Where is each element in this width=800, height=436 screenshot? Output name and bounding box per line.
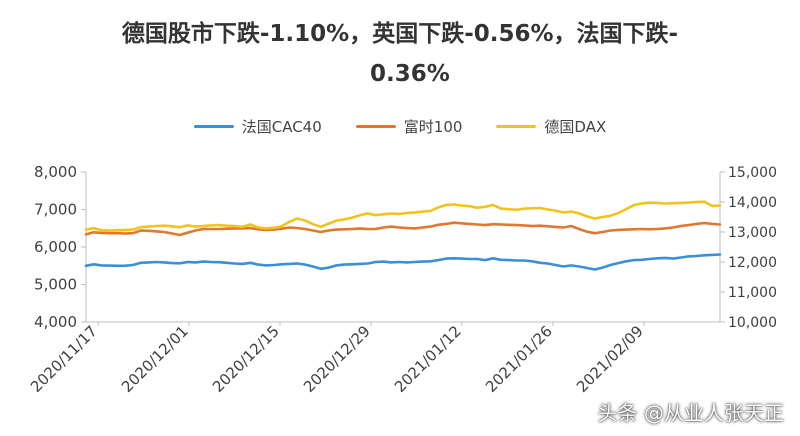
legend-item-dax: 德国DAX bbox=[496, 116, 606, 137]
series-line-2 bbox=[84, 200, 722, 232]
legend-swatch-dax bbox=[496, 125, 537, 128]
title-line-1: 德国股市下跌-1.10%，英国下跌-0.56%，法国下跌- bbox=[121, 21, 679, 47]
legend-label-ftse100: 富时100 bbox=[403, 118, 463, 136]
y-left-tick-label: 8,000 bbox=[34, 163, 77, 181]
watermark: 头条 @从业人张天正 bbox=[597, 401, 784, 425]
series-line-0 bbox=[84, 253, 722, 271]
legend-label-dax: 德国DAX bbox=[544, 118, 607, 136]
chart-legend: 法国CAC40 富时100 德国DAX bbox=[0, 116, 800, 137]
legend-item-ftse100: 富时100 bbox=[355, 116, 463, 137]
y-right-tick-label: 14,000 bbox=[728, 195, 777, 211]
chart-title: 德国股市下跌-1.10%，英国下跌-0.56%，法国下跌- 0.36% bbox=[0, 14, 800, 94]
x-tick-label: 2020/12/15 bbox=[209, 322, 283, 396]
y-right-tick-label: 13,000 bbox=[728, 225, 777, 241]
y-left-tick-label: 5,000 bbox=[34, 276, 77, 294]
legend-swatch-ftse100 bbox=[355, 125, 396, 128]
legend-item-cac40: 法国CAC40 bbox=[193, 116, 322, 137]
legend-label-cac40: 法国CAC40 bbox=[241, 118, 322, 136]
title-line-2: 0.36% bbox=[370, 61, 450, 87]
y-right-tick-label: 15,000 bbox=[728, 165, 777, 181]
y-right-tick-label: 10,000 bbox=[728, 315, 777, 331]
x-tick-label: 2020/11/17 bbox=[27, 322, 101, 396]
y-left-tick-label: 7,000 bbox=[34, 201, 77, 219]
series-line-1 bbox=[84, 221, 722, 237]
legend-swatch-cac40 bbox=[193, 125, 234, 128]
x-tick-label: 2020/12/01 bbox=[118, 322, 192, 396]
y-right-tick-label: 12,000 bbox=[728, 255, 777, 271]
x-tick-label: 2021/02/09 bbox=[573, 322, 647, 396]
y-right-tick-label: 11,000 bbox=[728, 285, 777, 301]
x-tick-label: 2021/01/26 bbox=[482, 322, 556, 396]
y-left-tick-label: 6,000 bbox=[34, 238, 77, 256]
x-tick-label: 2020/12/29 bbox=[300, 322, 374, 396]
x-tick-label: 2021/01/12 bbox=[391, 322, 465, 396]
y-left-tick-label: 4,000 bbox=[34, 313, 77, 331]
